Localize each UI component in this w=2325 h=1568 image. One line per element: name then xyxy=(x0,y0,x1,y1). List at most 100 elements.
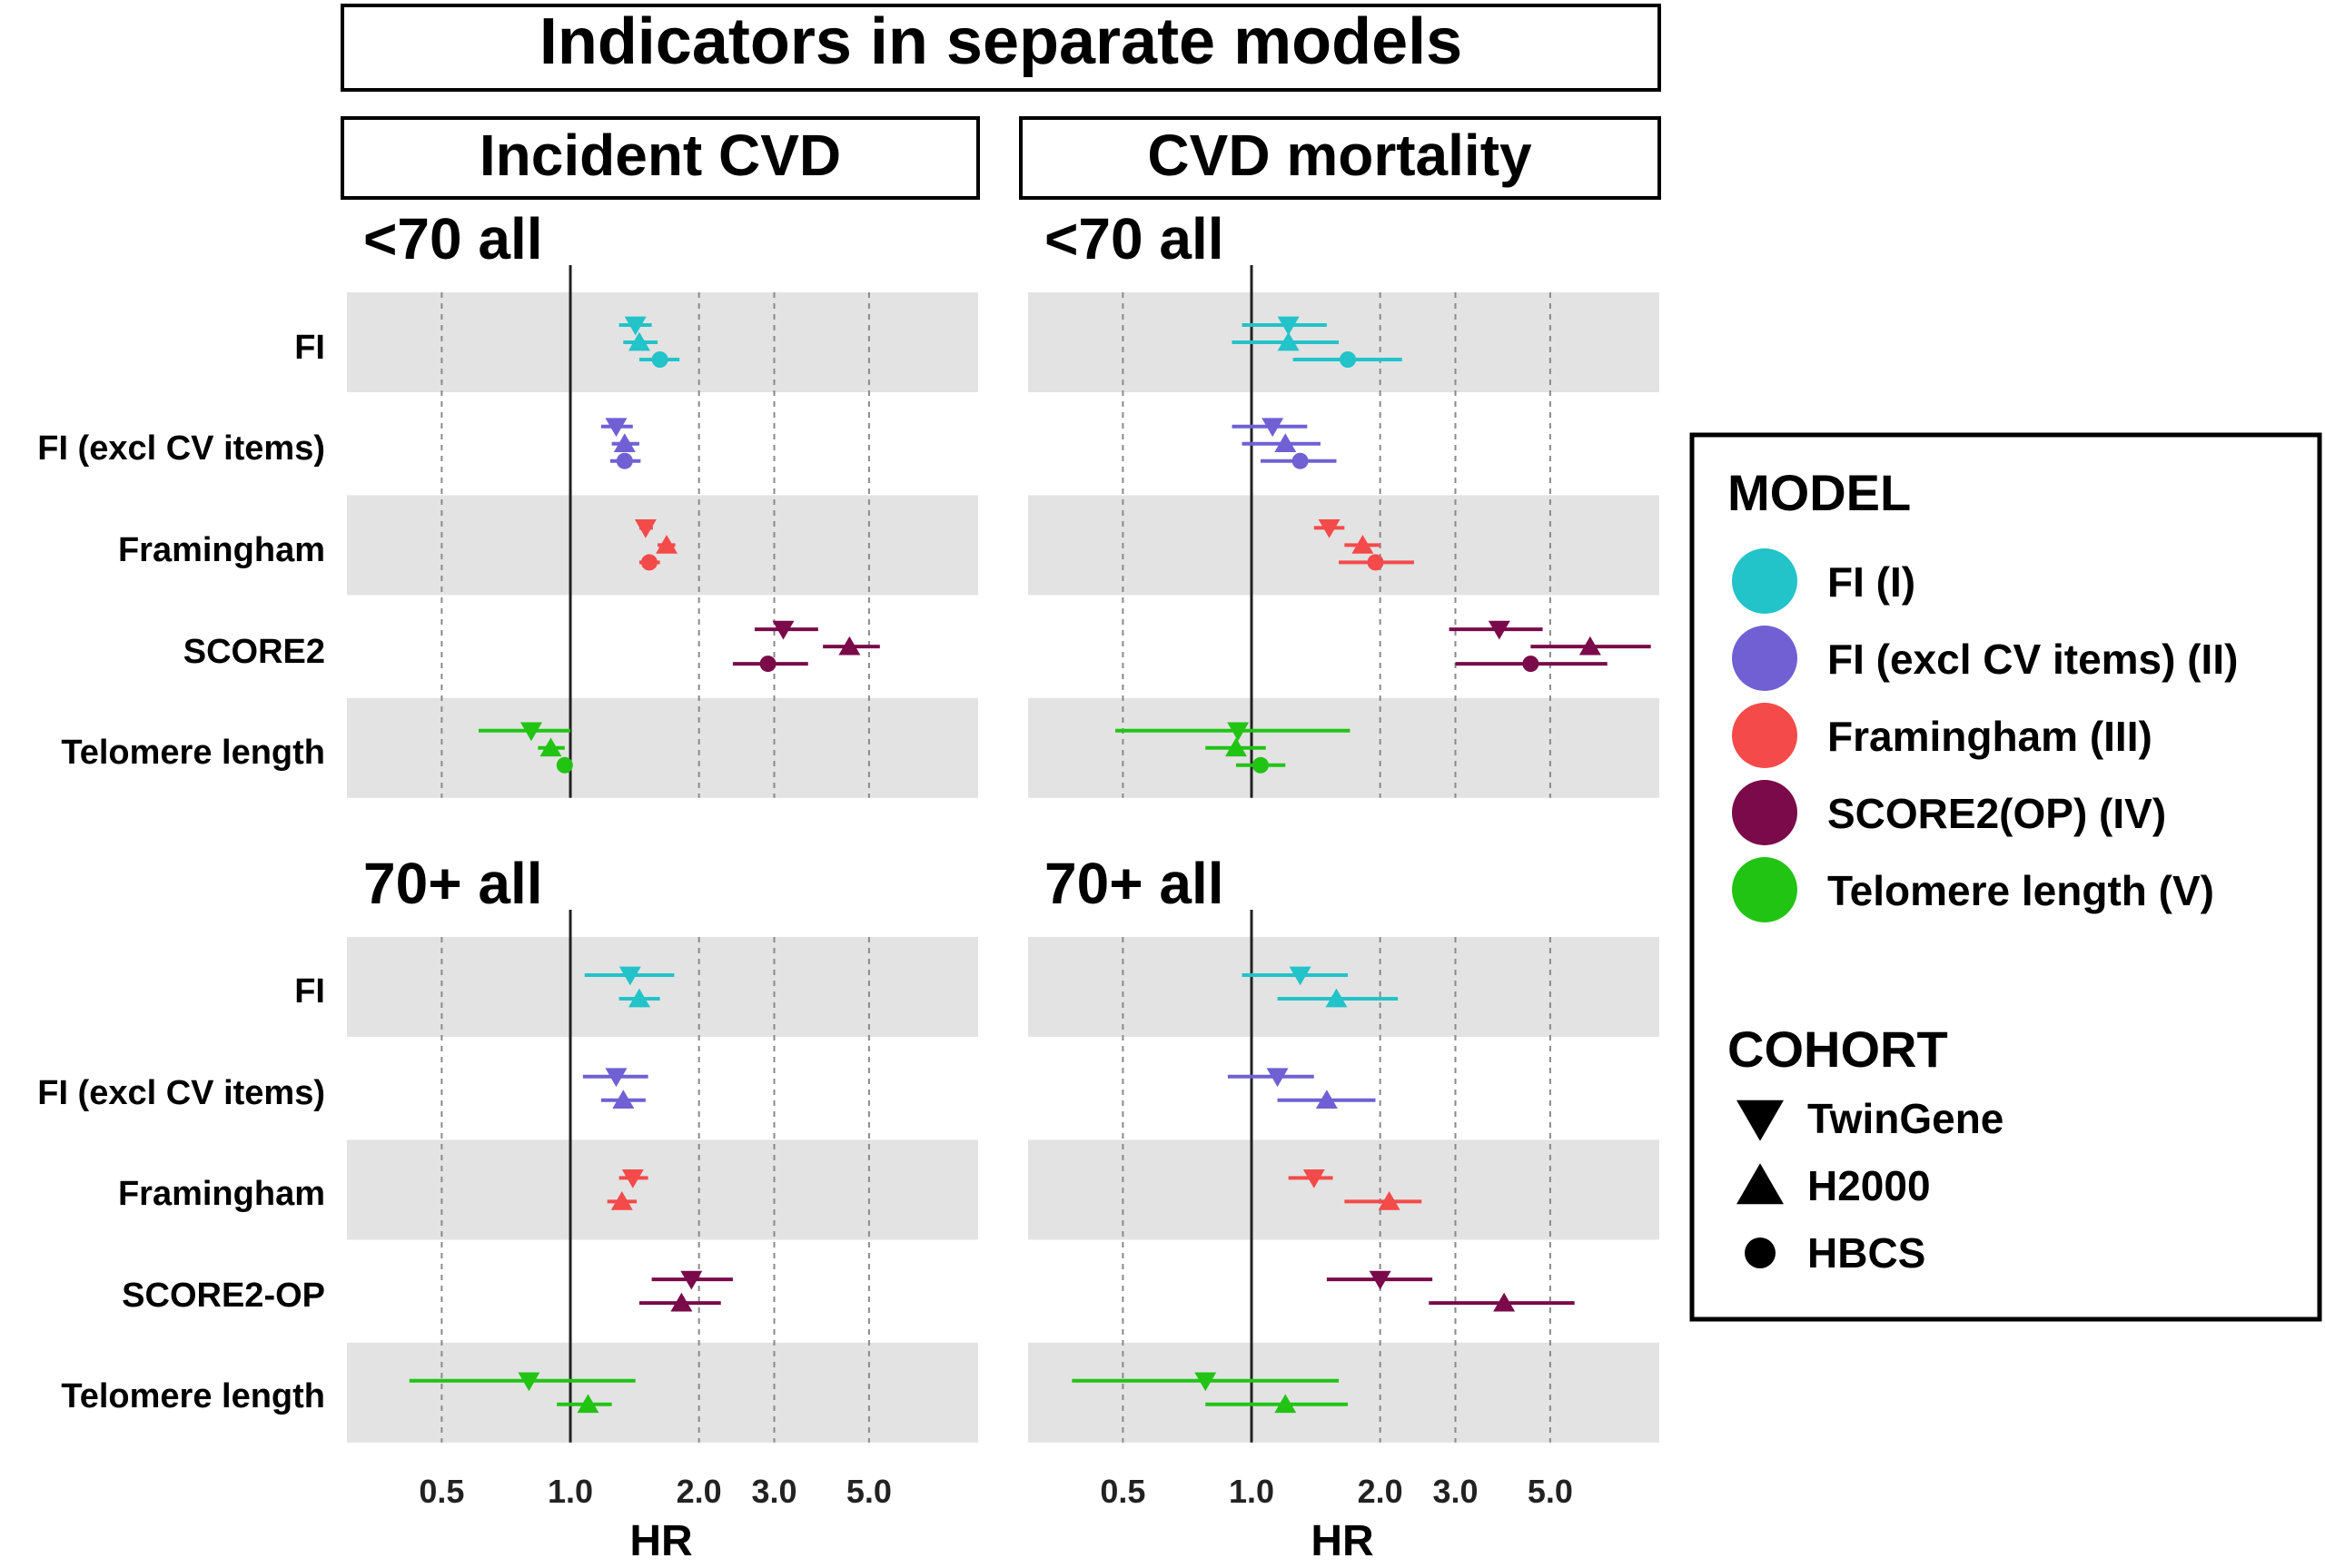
column-header-mortality: CVD mortality xyxy=(1147,123,1532,188)
legend-swatch-framingham-iii xyxy=(1732,703,1797,768)
row-label-score2-op: SCORE2-OP xyxy=(122,1277,325,1315)
point-estimate xyxy=(1224,737,1247,757)
section-label-under70-mortality: <70 all xyxy=(1044,206,1224,271)
point-estimate xyxy=(670,1292,693,1312)
point-estimate xyxy=(838,636,861,656)
x-tick-label: 2.0 xyxy=(1358,1473,1403,1510)
point-estimate xyxy=(628,331,650,351)
row-band xyxy=(347,1342,978,1443)
section-label-under70-incident: <70 all xyxy=(363,206,543,271)
row-label-telomere: Telomere length xyxy=(61,734,325,772)
point-estimate xyxy=(1274,1394,1297,1414)
row-band xyxy=(347,292,978,392)
forest-panel-incident-cvd-70-all xyxy=(347,265,978,798)
point-estimate xyxy=(628,988,650,1008)
row-band xyxy=(1028,697,1659,798)
row-band xyxy=(1028,1139,1659,1240)
row-band xyxy=(1028,1342,1659,1443)
point-estimate xyxy=(539,737,562,757)
x-tick-label: 1.0 xyxy=(1229,1473,1274,1510)
point-estimate xyxy=(616,452,633,469)
x-tick-label: 0.5 xyxy=(419,1473,464,1510)
point-estimate xyxy=(1318,519,1341,538)
point-estimate xyxy=(1302,1169,1325,1188)
point-estimate xyxy=(1277,331,1300,351)
point-estimate xyxy=(640,554,658,571)
legend-shape-h2000 xyxy=(1736,1163,1784,1205)
section-label-over70-mortality: 70+ all xyxy=(1044,851,1224,916)
point-estimate xyxy=(518,1372,540,1392)
row-band xyxy=(347,1139,978,1240)
point-estimate xyxy=(1378,1191,1400,1210)
forest-panel-incident-cvd-70-all: 0.5 1.0 2.0 3.0 5.0 xyxy=(347,910,978,1510)
row-band xyxy=(1028,495,1659,596)
legend-label-telomere-length-v: Telomere length (V) xyxy=(1827,867,2214,914)
x-axis-label-incident: HR xyxy=(629,1517,692,1563)
point-estimate xyxy=(680,1270,703,1290)
legend-label-h2000: H2000 xyxy=(1807,1162,1931,1209)
point-estimate xyxy=(1488,620,1510,640)
point-estimate xyxy=(1289,966,1311,986)
point-estimate xyxy=(1291,452,1309,469)
section-label-over70-incident: 70+ all xyxy=(363,851,543,916)
column-header-box-incident xyxy=(341,116,980,200)
point-estimate xyxy=(759,656,777,673)
x-tick-label: 3.0 xyxy=(1432,1473,1478,1510)
point-estimate xyxy=(618,966,641,986)
row-label-telomere: Telomere length xyxy=(61,1377,325,1415)
row-label-framingham: Framingham xyxy=(118,531,325,569)
legend-swatch-score2-op-iv xyxy=(1732,780,1797,845)
point-estimate xyxy=(556,756,573,774)
legend-cohort-title: COHORT xyxy=(1727,1021,1948,1078)
legend-label-hbcs: HBCS xyxy=(1807,1229,1925,1277)
x-tick-label: 0.5 xyxy=(1100,1473,1145,1510)
point-estimate xyxy=(1252,756,1269,774)
row-label-fi: FI xyxy=(294,972,325,1011)
main-title: Indicators in separate models xyxy=(539,5,1462,78)
legend-shape-twingene xyxy=(1736,1100,1784,1141)
row-label-fi: FI xyxy=(294,329,325,367)
legend-shape-hbcs xyxy=(1745,1238,1776,1268)
legend-swatch-fi-excl-cv-items-ii xyxy=(1732,626,1797,691)
point-estimate xyxy=(1578,636,1601,656)
main-title-box xyxy=(341,4,1661,92)
point-estimate xyxy=(656,535,678,554)
x-tick-label: 5.0 xyxy=(1528,1473,1573,1510)
legend-model-title: MODEL xyxy=(1727,464,1911,521)
row-band xyxy=(347,697,978,798)
x-tick-label: 1.0 xyxy=(548,1473,593,1510)
point-estimate xyxy=(605,1068,628,1088)
point-estimate xyxy=(612,1090,635,1109)
point-estimate xyxy=(624,316,647,336)
forest-panel-cvd-mortality-70-all: 0.5 1.0 2.0 3.0 5.0 xyxy=(1028,910,1659,1510)
x-axis-label-mortality: HR xyxy=(1311,1517,1373,1563)
row-band xyxy=(1028,292,1659,392)
legend-swatch-telomere-length-v xyxy=(1732,857,1797,922)
point-estimate xyxy=(634,519,657,538)
point-estimate xyxy=(1261,418,1284,438)
point-estimate xyxy=(613,433,636,453)
legend-label-score2-op-iv: SCORE2(OP) (IV) xyxy=(1827,790,2166,837)
point-estimate xyxy=(1351,535,1374,554)
legend-label-twingene: TwinGene xyxy=(1807,1095,2003,1142)
forest-panel-cvd-mortality-70-all xyxy=(1028,265,1659,798)
x-tick-label: 5.0 xyxy=(846,1473,892,1510)
point-estimate xyxy=(1266,1068,1289,1088)
point-estimate xyxy=(1493,1292,1516,1312)
legend-label-framingham-iii: Framingham (III) xyxy=(1827,713,2152,760)
point-estimate xyxy=(519,722,542,742)
legend-swatch-fi-i xyxy=(1732,548,1797,614)
x-tick-label: 2.0 xyxy=(677,1473,722,1510)
point-estimate xyxy=(1340,351,1357,368)
legend-label-fi-excl-cv-items-ii: FI (excl CV items) (II) xyxy=(1827,636,2238,683)
point-estimate xyxy=(1367,554,1384,571)
point-estimate xyxy=(1522,656,1539,673)
point-estimate xyxy=(1194,1372,1217,1392)
row-label-fi-excl-cv: FI (excl CV items) xyxy=(37,429,325,468)
column-header-incident: Incident CVD xyxy=(480,123,841,188)
row-band xyxy=(1028,937,1659,1037)
point-estimate xyxy=(1227,722,1250,742)
point-estimate xyxy=(621,1169,644,1188)
column-header-box-mortality xyxy=(1019,116,1661,200)
